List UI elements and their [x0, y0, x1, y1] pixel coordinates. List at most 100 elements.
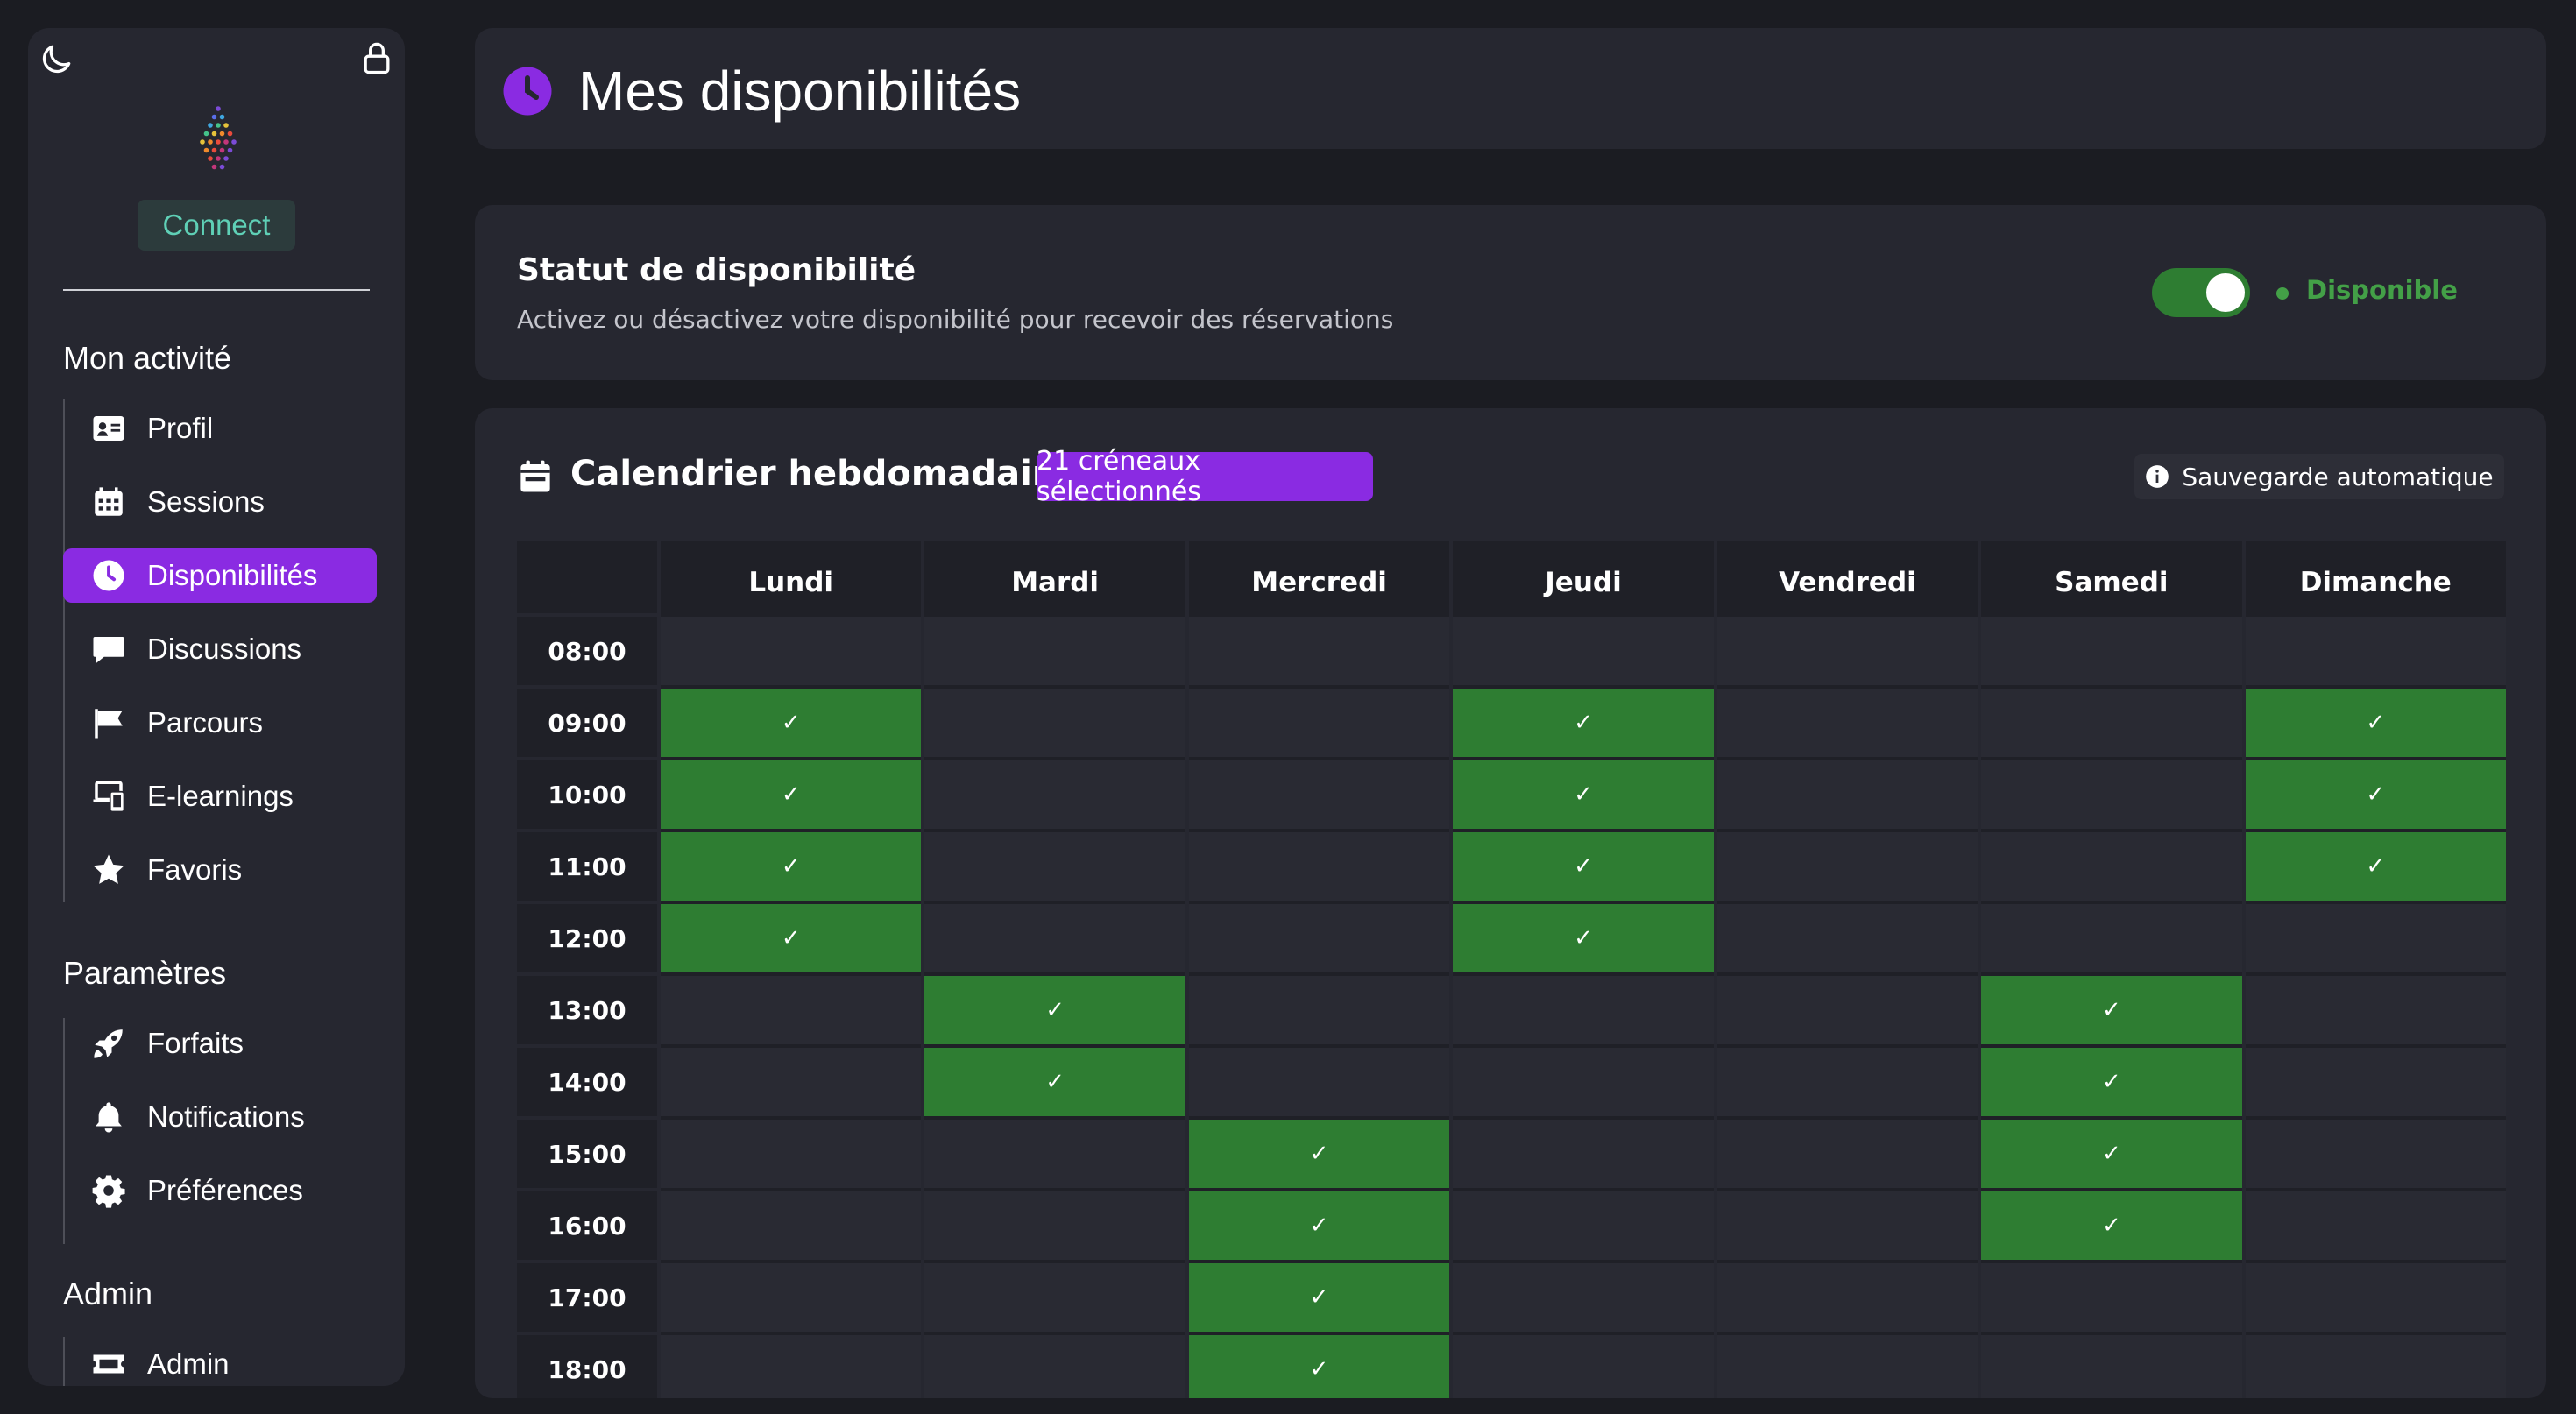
time-slot[interactable]: ✓ [1981, 1044, 2242, 1116]
sidebar-item-admin[interactable]: Admin [63, 1337, 230, 1386]
time-slot[interactable]: ✓ [1188, 1116, 1450, 1188]
time-slot[interactable] [1188, 757, 1450, 829]
time-slot[interactable] [1981, 1332, 2242, 1398]
time-slot[interactable] [1716, 1044, 1978, 1116]
time-slot[interactable] [1981, 613, 2242, 685]
time-slot[interactable]: ✓ [661, 757, 922, 829]
sidebar-item-forfaits[interactable]: Forfaits [63, 1016, 244, 1071]
time-slot[interactable] [1188, 972, 1450, 1044]
time-slot[interactable]: ✓ [661, 901, 922, 972]
sidebar-item-disponibilites[interactable]: Disponibilités [63, 548, 377, 603]
time-slot[interactable] [2245, 1188, 2506, 1260]
time-slot[interactable]: ✓ [924, 1044, 1185, 1116]
time-slot[interactable]: ✓ [1453, 829, 1714, 901]
time-slot[interactable] [924, 1116, 1185, 1188]
time-slot[interactable] [924, 685, 1185, 757]
day-header: Mardi [924, 541, 1185, 624]
time-slot[interactable] [2245, 972, 2506, 1044]
time-slot[interactable]: ✓ [2245, 829, 2506, 901]
time-slot[interactable] [924, 901, 1185, 972]
sidebar-item-notifications[interactable]: Notifications [63, 1090, 305, 1144]
time-slot[interactable]: ✓ [661, 685, 922, 757]
time-slot[interactable] [661, 1332, 922, 1398]
time-slot[interactable] [661, 1188, 922, 1260]
time-slot[interactable]: ✓ [1188, 1260, 1450, 1332]
time-slot[interactable] [924, 757, 1185, 829]
time-slot[interactable]: ✓ [1188, 1188, 1450, 1260]
time-slot[interactable] [1716, 685, 1978, 757]
time-slot[interactable]: ✓ [1453, 685, 1714, 757]
time-slot[interactable] [924, 1332, 1185, 1398]
time-slot[interactable] [924, 829, 1185, 901]
time-slot[interactable] [1716, 1188, 1978, 1260]
time-slot[interactable]: ✓ [2245, 685, 2506, 757]
time-slot[interactable] [661, 972, 922, 1044]
time-slot[interactable] [1188, 1044, 1450, 1116]
time-slot[interactable] [1453, 972, 1714, 1044]
time-slot[interactable] [2245, 1332, 2506, 1398]
connect-button[interactable]: Connect [138, 200, 295, 251]
time-slot[interactable] [2245, 1116, 2506, 1188]
time-slot[interactable]: ✓ [1981, 1188, 2242, 1260]
time-slot[interactable] [2245, 901, 2506, 972]
time-label: 18:00 [517, 1332, 657, 1398]
time-label: 12:00 [517, 901, 657, 972]
time-slot[interactable] [1716, 757, 1978, 829]
time-slot[interactable]: ✓ [1981, 1116, 2242, 1188]
time-slot[interactable] [661, 1044, 922, 1116]
time-slot[interactable] [1981, 1260, 2242, 1332]
time-slot[interactable] [1453, 1260, 1714, 1332]
time-slot[interactable] [1188, 685, 1450, 757]
time-slot[interactable] [661, 613, 922, 685]
time-slot[interactable] [1716, 613, 1978, 685]
time-slot[interactable] [1981, 685, 2242, 757]
time-slot[interactable] [1453, 1188, 1714, 1260]
sidebar-item-discussions[interactable]: Discussions [63, 622, 301, 676]
time-slot[interactable]: ✓ [1453, 901, 1714, 972]
time-slot[interactable]: ✓ [2245, 757, 2506, 829]
time-slot[interactable]: ✓ [1981, 972, 2242, 1044]
time-slot[interactable] [661, 1116, 922, 1188]
time-slot[interactable] [1981, 757, 2242, 829]
time-slot[interactable] [1453, 613, 1714, 685]
lock-icon[interactable] [357, 39, 396, 77]
time-slot[interactable] [1188, 901, 1450, 972]
time-slot[interactable] [924, 613, 1185, 685]
time-slot[interactable]: ✓ [1188, 1332, 1450, 1398]
time-slot[interactable] [924, 1188, 1185, 1260]
time-slot[interactable] [1981, 901, 2242, 972]
time-slot[interactable]: ✓ [661, 829, 922, 901]
time-slot[interactable] [2245, 1044, 2506, 1116]
status-title: Statut de disponibilité [517, 252, 916, 288]
page-header: Mes disponibilités [475, 28, 2546, 149]
availability-toggle[interactable] [2152, 268, 2250, 317]
time-slot[interactable]: ✓ [924, 972, 1185, 1044]
time-slot[interactable] [2245, 613, 2506, 685]
time-slot[interactable] [1716, 1116, 1978, 1188]
time-slot[interactable] [1981, 829, 2242, 901]
sidebar-item-elearnings[interactable]: E-learnings [63, 769, 294, 824]
time-slot[interactable] [1453, 1044, 1714, 1116]
time-slot[interactable] [2245, 1260, 2506, 1332]
check-mark: ✓ [2366, 781, 2386, 808]
time-slot[interactable] [1716, 1332, 1978, 1398]
time-slot[interactable] [1188, 613, 1450, 685]
sidebar-item-favoris[interactable]: Favoris [63, 843, 242, 897]
section-rail [63, 399, 65, 902]
moon-icon[interactable] [37, 40, 75, 79]
time-slot[interactable] [1716, 829, 1978, 901]
time-slot[interactable] [1716, 1260, 1978, 1332]
sidebar-item-sessions[interactable]: Sessions [63, 475, 265, 529]
time-slot[interactable] [924, 1260, 1185, 1332]
sidebar-item-preferences[interactable]: Préférences [63, 1163, 303, 1218]
time-slot[interactable] [1188, 829, 1450, 901]
time-slot[interactable] [1453, 1116, 1714, 1188]
time-slot[interactable] [1453, 1332, 1714, 1398]
time-label: 09:00 [517, 685, 657, 757]
time-slot[interactable] [1716, 901, 1978, 972]
time-slot[interactable] [661, 1260, 922, 1332]
time-slot[interactable] [1716, 972, 1978, 1044]
time-slot[interactable]: ✓ [1453, 757, 1714, 829]
sidebar-item-parcours[interactable]: Parcours [63, 696, 263, 750]
sidebar-item-profil[interactable]: Profil [63, 401, 213, 456]
